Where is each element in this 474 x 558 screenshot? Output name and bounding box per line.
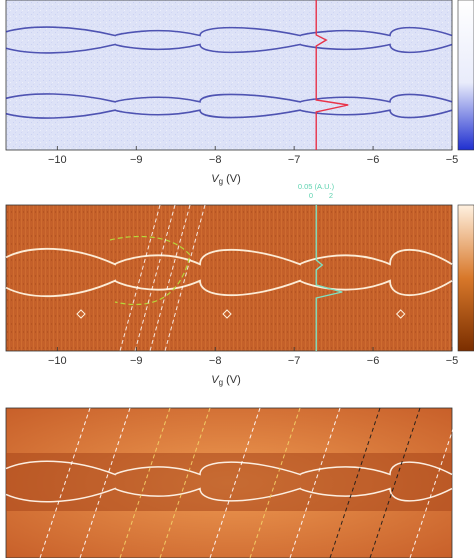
panel-a-linecut bbox=[315, 0, 349, 150]
panel-c-features bbox=[5, 407, 461, 558]
x-tick-label: −6 bbox=[367, 355, 380, 367]
linecut-trace bbox=[315, 205, 343, 351]
x-tick-label: −5 bbox=[446, 355, 459, 367]
x-tick-label: −9 bbox=[130, 154, 143, 166]
feature-curve-upper bbox=[5, 247, 453, 266]
dashed-guide-line bbox=[134, 204, 176, 352]
panel-a-features bbox=[5, 26, 453, 119]
panel-b-colorbar bbox=[457, 204, 474, 352]
x-tick-label: −6 bbox=[367, 154, 380, 166]
panel-a-heatmap bbox=[5, 0, 453, 151]
x-tick-label: −9 bbox=[130, 355, 143, 367]
linecut-annotation: 0.05 (A.U.) bbox=[298, 182, 335, 191]
diamond-marker bbox=[395, 309, 406, 319]
x-tick-label: −5 bbox=[446, 154, 459, 166]
dashed-guide-line bbox=[79, 407, 131, 558]
linecut-trace bbox=[315, 0, 349, 150]
dashed-guide-line bbox=[329, 407, 381, 558]
diamond-marker bbox=[76, 309, 86, 319]
panel-a-xlabel: Vg (V) bbox=[211, 173, 241, 186]
dashed-guide-line bbox=[249, 407, 301, 558]
x-tick-label: −10 bbox=[48, 355, 67, 367]
panel-a: −10 −9 −8 −7 −6 −5 Vg (V) bbox=[5, 0, 474, 186]
dashed-guide-line bbox=[119, 204, 161, 352]
feature-curve-lower bbox=[5, 43, 453, 54]
feature-curve-upper bbox=[5, 93, 453, 103]
linecut-axis-tick-0: 0 bbox=[309, 191, 313, 200]
dashed-guide-line bbox=[164, 204, 206, 352]
panel-b-linecut bbox=[315, 205, 343, 351]
linecut-axis-tick-2: 2 bbox=[329, 191, 333, 200]
panel-b-heatmap bbox=[5, 204, 453, 352]
dashed-guide-line bbox=[119, 407, 171, 558]
panel-b-xlabel: Vg (V) bbox=[211, 374, 241, 387]
panel-a-x-axis: −10 −9 −8 −7 −6 −5 bbox=[48, 146, 458, 166]
feature-curve-lower bbox=[5, 109, 453, 119]
feature-curve-upper bbox=[5, 26, 453, 37]
panel-a-colorbar bbox=[457, 0, 474, 151]
x-tick-label: −7 bbox=[288, 355, 301, 367]
feature-curve-lower bbox=[5, 279, 453, 298]
dashed-guide-line bbox=[409, 407, 461, 558]
panel-c bbox=[5, 407, 461, 558]
dashed-guide-line bbox=[289, 407, 341, 558]
x-tick-label: −7 bbox=[288, 154, 301, 166]
dashed-guide-curve bbox=[109, 235, 191, 306]
x-tick-label: −8 bbox=[209, 355, 222, 367]
dashed-guide-line bbox=[159, 407, 211, 558]
x-tick-label: −10 bbox=[48, 154, 67, 166]
feature-curve-lower bbox=[5, 487, 453, 503]
dashed-guide-line bbox=[39, 407, 91, 558]
x-tick-label: −8 bbox=[209, 154, 222, 166]
dashed-guide-line bbox=[149, 204, 191, 352]
panel-b: 0.05 (A.U.) 0 2 −10 −9 −8 −7 −6 −5 Vg (V) bbox=[5, 182, 474, 387]
panel-b-features bbox=[5, 204, 453, 352]
panel-b-x-axis: −10 −9 −8 −7 −6 −5 bbox=[48, 347, 458, 367]
diamond-marker bbox=[222, 309, 232, 319]
dashed-guide-line bbox=[209, 407, 261, 558]
dashed-guide-line bbox=[369, 407, 421, 558]
feature-curve-upper bbox=[5, 460, 453, 476]
